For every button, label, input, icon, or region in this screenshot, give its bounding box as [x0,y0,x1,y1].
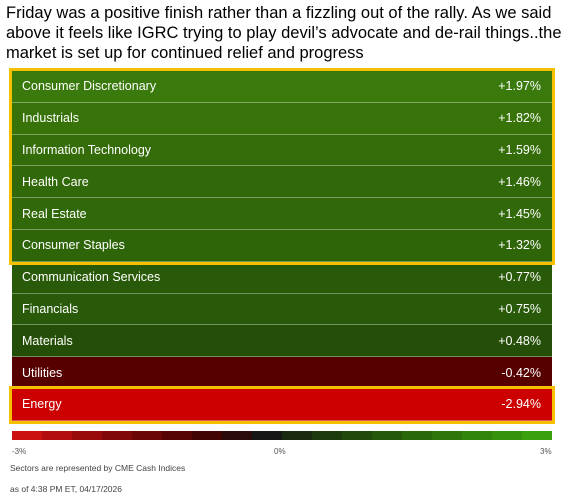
sector-table: Consumer Discretionary +1.97% Industrials +… [9,68,555,424]
sector-row: Health Care +1.46% [12,166,552,199]
sector-name: Utilities [22,365,63,380]
sector-change: +1.97% [498,79,541,94]
sector-name: Financials [22,301,79,316]
sector-row: Consumer Discretionary +1.97% [12,71,552,103]
sector-row: Information Technology +1.59% [12,134,552,167]
scale-swatch [162,431,192,440]
scale-swatch [132,431,162,440]
sector-name: Consumer Staples [22,238,125,253]
scale-swatch [42,431,72,440]
sector-name: Communication Services [22,270,161,285]
sector-name: Industrials [22,111,79,126]
sector-row: Consumer Staples +1.32% [12,229,552,262]
sector-change: +1.82% [498,111,541,126]
sector-change: +1.32% [498,238,541,253]
scale-swatch [312,431,342,440]
scale-swatch [282,431,312,440]
sector-change: +0.48% [498,333,541,348]
scale-swatch [252,431,282,440]
scale-swatch [12,431,42,440]
sector-change: -2.94% [501,397,541,412]
sector-change: +0.77% [498,270,541,285]
sector-change: +1.45% [498,206,541,221]
color-scale [12,431,552,440]
sector-name: Information Technology [22,142,152,157]
sector-row: Industrials +1.82% [12,102,552,135]
timestamp: as of 4:38 PM ET, 04/17/2026 [10,484,122,494]
scale-swatch [402,431,432,440]
scale-swatch [102,431,132,440]
sector-name: Health Care [22,174,89,189]
scale-swatch [492,431,522,440]
scale-swatch [462,431,492,440]
sector-name: Consumer Discretionary [22,79,157,94]
scale-swatch [72,431,102,440]
sector-change: -0.42% [501,365,541,380]
sector-row: Energy -2.94% [12,388,552,421]
intro-text: Friday was a positive finish rather than… [6,4,562,62]
sector-change: +1.46% [498,174,541,189]
sector-name: Real Estate [22,206,87,221]
scale-mid: 0% [274,447,286,456]
sector-row: Communication Services +0.77% [12,261,552,294]
scale-swatch [342,431,372,440]
scale-max: 3% [540,447,552,456]
scale-swatch [522,431,552,440]
scale-swatch [222,431,252,440]
sector-row: Real Estate +1.45% [12,198,552,230]
sector-change: +0.75% [498,301,541,316]
sector-row: Financials +0.75% [12,293,552,326]
scale-swatch [432,431,462,440]
scale-swatch [192,431,222,440]
source-note: Sectors are represented by CME Cash Indi… [10,463,186,473]
sector-change: +1.59% [498,142,541,157]
sector-row: Materials +0.48% [12,325,552,358]
sector-name: Energy [22,397,62,412]
scale-swatch [372,431,402,440]
sector-name: Materials [22,333,73,348]
scale-min: -3% [12,447,27,456]
sector-row: Utilities -0.42% [12,357,552,389]
